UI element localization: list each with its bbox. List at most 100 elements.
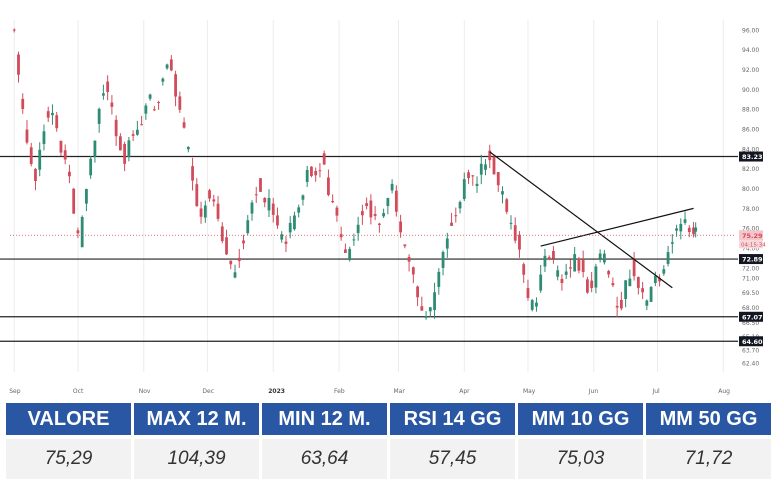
candle-body	[34, 168, 37, 182]
x-tick-label: May	[523, 388, 536, 395]
level-label-box	[739, 254, 763, 265]
stat-max-12m: MAX 12 M. 104,39	[134, 403, 259, 479]
y-tick-label: 84.00	[742, 146, 759, 153]
candle-body	[437, 271, 441, 287]
candle-body	[284, 241, 288, 244]
candle-body	[586, 279, 589, 293]
level-label-box	[739, 151, 763, 162]
y-tick-label: 62.40	[742, 361, 759, 368]
candle-body	[692, 227, 695, 235]
candle-body	[114, 119, 118, 137]
candle-body	[123, 143, 127, 164]
candle-body	[76, 230, 80, 234]
candle-body	[208, 190, 211, 199]
candle-body	[293, 215, 296, 230]
candle-body	[607, 270, 611, 275]
trendline	[489, 151, 673, 289]
candle-body	[445, 238, 449, 249]
candle-body	[624, 280, 628, 299]
candle-body	[518, 234, 521, 250]
y-tick-label: 82.00	[742, 166, 759, 173]
y-tick-label: 63.70	[742, 348, 759, 355]
candle-body	[505, 199, 509, 212]
candle-body	[212, 199, 216, 202]
candle-body	[80, 217, 84, 248]
candle-body	[352, 239, 356, 241]
candle-body	[687, 227, 691, 233]
candle-body	[615, 305, 619, 308]
level-label-box	[739, 336, 763, 347]
candle-body	[556, 270, 560, 277]
stat-value: 63,64	[262, 439, 387, 479]
candle-body	[407, 256, 411, 262]
y-tick-label: 96.00	[742, 27, 759, 34]
candle-body	[628, 278, 632, 287]
candle-body	[276, 215, 279, 226]
stat-value: 104,39	[134, 439, 259, 479]
candle-body	[17, 54, 20, 75]
candle-body	[658, 277, 661, 282]
candle-body	[161, 78, 165, 82]
candle-body	[611, 283, 615, 286]
candle-body	[191, 166, 194, 181]
current-price-box	[739, 230, 763, 241]
stat-header: MIN 12 M.	[262, 403, 387, 435]
candle-body	[110, 102, 114, 107]
candle-body	[653, 275, 657, 283]
candle-body	[55, 115, 59, 129]
price-chart[interactable]: 96.00 94.00 92.00 90.00 88.00 86.00 84.00 82.00…	[0, 0, 777, 400]
y-tick-label: 66.50	[742, 320, 759, 327]
y-tick-label: 80.00	[742, 186, 759, 193]
candle-body	[649, 286, 653, 302]
candle-body	[632, 259, 636, 277]
stat-value: 57,45	[390, 439, 515, 479]
candle-body	[38, 149, 42, 170]
candle-body	[344, 249, 347, 253]
candle-body	[127, 140, 131, 158]
candle-body	[641, 288, 644, 293]
candle-body	[492, 156, 496, 175]
candle-body	[694, 227, 698, 232]
candle-body	[335, 207, 339, 216]
candle-body	[85, 188, 88, 204]
candle-body	[394, 190, 398, 212]
candle-body	[441, 251, 445, 268]
x-tick-label: Mar	[393, 388, 405, 395]
stat-valore: VALORE 75,29	[6, 403, 131, 479]
candle-body	[339, 234, 343, 238]
stat-header: VALORE	[6, 403, 131, 435]
x-tick-label: Oct	[73, 388, 84, 395]
y-tick-label: 71.00	[742, 275, 759, 282]
stat-value: 75,29	[6, 439, 131, 479]
x-tick-label: Nov	[139, 388, 151, 395]
candle-body	[106, 81, 110, 92]
candle-body	[479, 163, 483, 175]
x-tick-label: Sep	[9, 388, 20, 395]
candle-body	[318, 170, 322, 172]
candle-body	[174, 74, 177, 97]
candle-body	[683, 219, 687, 223]
candle-body	[535, 302, 538, 307]
stat-header: MM 10 GG	[518, 403, 643, 435]
stat-value: 75,03	[518, 439, 643, 479]
candle-body	[462, 179, 466, 200]
y-tick-label: 69.50	[742, 290, 759, 297]
candle-body	[305, 169, 309, 182]
candle-body	[526, 288, 530, 298]
candle-body	[369, 200, 373, 218]
candle-body	[569, 267, 572, 269]
candle-body	[577, 258, 581, 271]
candle-body	[157, 102, 160, 104]
candle-body	[365, 203, 369, 207]
candle-body	[165, 64, 169, 69]
y-tick-label: 86.00	[742, 127, 759, 134]
candle-body	[42, 131, 46, 145]
candle-body	[471, 175, 475, 177]
y-tick-label: 76.00	[742, 226, 759, 233]
x-tick-label: Feb	[334, 388, 345, 395]
candle-body	[454, 215, 458, 217]
candle-body	[509, 222, 513, 224]
candle-body	[72, 188, 76, 214]
candle-body	[382, 213, 386, 217]
candle-body	[501, 191, 504, 195]
